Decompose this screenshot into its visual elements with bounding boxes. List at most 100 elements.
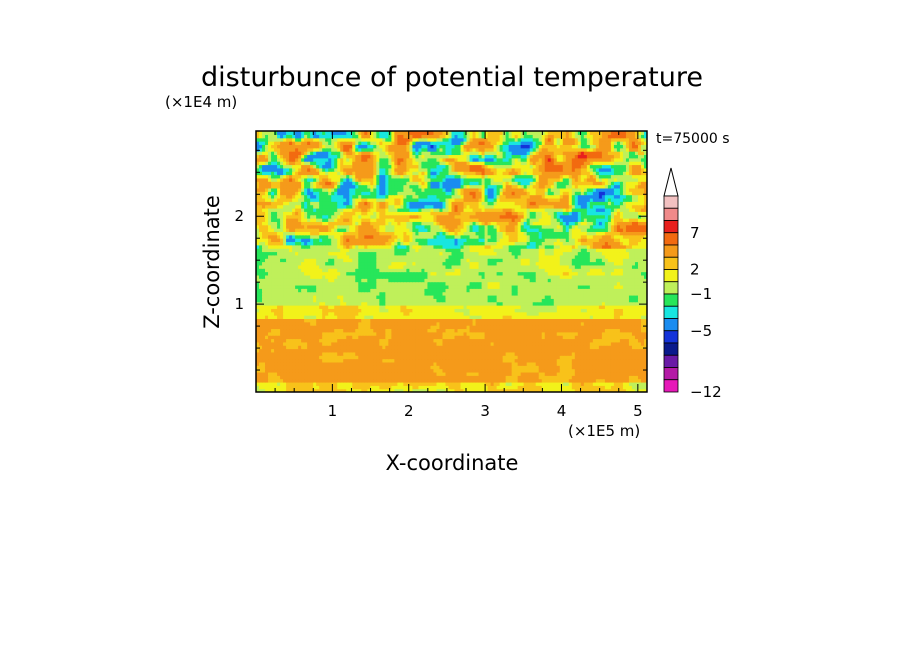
field-cell [580, 365, 585, 370]
field-cell [418, 261, 423, 266]
field-cell [271, 268, 275, 273]
field-cell [553, 308, 558, 313]
field-cell [391, 281, 395, 286]
field-cell [424, 335, 429, 340]
field-cell [565, 284, 570, 289]
field-cell [283, 348, 287, 353]
field-cell [427, 385, 432, 390]
field-cell [286, 371, 290, 376]
field-cell [286, 375, 290, 380]
field-cell [385, 315, 389, 319]
field-cell [589, 284, 594, 289]
field-cell [382, 315, 386, 319]
field-cell [346, 368, 350, 373]
field-cell [640, 308, 645, 313]
field-cell [496, 388, 501, 392]
field-cell [286, 368, 290, 373]
field-cell [643, 281, 647, 286]
field-cell [304, 261, 308, 266]
field-cell [328, 358, 332, 363]
field-cell [640, 385, 645, 390]
field-cell [568, 381, 573, 386]
field-cell [496, 328, 501, 333]
field-cell [277, 315, 281, 319]
field-cell [436, 318, 441, 323]
field-cell [493, 335, 498, 340]
field-cell [622, 348, 627, 353]
field-cell [358, 358, 362, 363]
field-cell [397, 308, 401, 313]
field-cell [550, 311, 555, 316]
field-cell [310, 375, 314, 380]
field-cell [352, 274, 356, 279]
field-cell [601, 264, 606, 269]
field-cell [520, 288, 525, 293]
field-cell [433, 335, 438, 340]
field-cell [463, 358, 468, 363]
field-cell [274, 325, 278, 330]
field-cell [445, 318, 450, 323]
field-cell [307, 315, 311, 319]
field-cell [298, 348, 302, 353]
field-cell [460, 378, 465, 383]
field-cell [286, 271, 290, 276]
field-cell [352, 311, 356, 316]
field-cell [397, 348, 401, 353]
field-cell [376, 301, 380, 306]
field-cell [316, 361, 320, 366]
field-cell [421, 385, 426, 390]
field-cell [493, 271, 498, 276]
field-cell [604, 298, 609, 303]
field-cell [376, 288, 380, 293]
field-cell [571, 368, 576, 373]
field-cell [421, 281, 426, 286]
field-cell [556, 365, 561, 370]
field-cell [445, 358, 450, 363]
field-cell [325, 321, 329, 326]
field-cell [442, 375, 447, 380]
field-cell [268, 388, 272, 392]
field-cell [466, 375, 471, 380]
field-cell [454, 348, 459, 353]
field-cell [475, 325, 480, 330]
field-cell [301, 331, 305, 336]
field-cell [559, 301, 564, 306]
field-cell [631, 338, 636, 343]
field-cell [556, 355, 561, 360]
field-cell [412, 351, 417, 356]
field-cell [280, 341, 284, 346]
field-cell [397, 264, 401, 269]
field-cell [409, 338, 413, 343]
field-cell [460, 341, 465, 346]
field-cell [397, 355, 401, 360]
field-cell [358, 261, 362, 266]
field-cell [310, 294, 314, 299]
field-cell [580, 328, 585, 333]
field-cell [355, 284, 359, 289]
field-cell [412, 271, 417, 276]
field-cell [322, 335, 326, 340]
field-cell [358, 381, 362, 386]
field-cell [493, 305, 498, 309]
field-cell [562, 291, 567, 296]
field-cell [535, 351, 540, 356]
field-cell [358, 338, 362, 343]
field-cell [286, 288, 290, 293]
field-cell [400, 381, 404, 386]
field-cell [256, 278, 260, 283]
field-cell [358, 341, 362, 346]
field-cell [598, 321, 603, 326]
field-cell [622, 284, 627, 289]
field-cell [547, 348, 552, 353]
field-cell [328, 371, 332, 376]
field-cell [316, 271, 320, 276]
field-cell [586, 318, 591, 323]
field-cell [415, 291, 420, 296]
field-cell [514, 315, 519, 319]
field-cell [418, 358, 423, 363]
field-cell [583, 291, 588, 296]
field-cell [544, 311, 549, 316]
field-cell [334, 268, 338, 273]
field-cell [451, 284, 456, 289]
